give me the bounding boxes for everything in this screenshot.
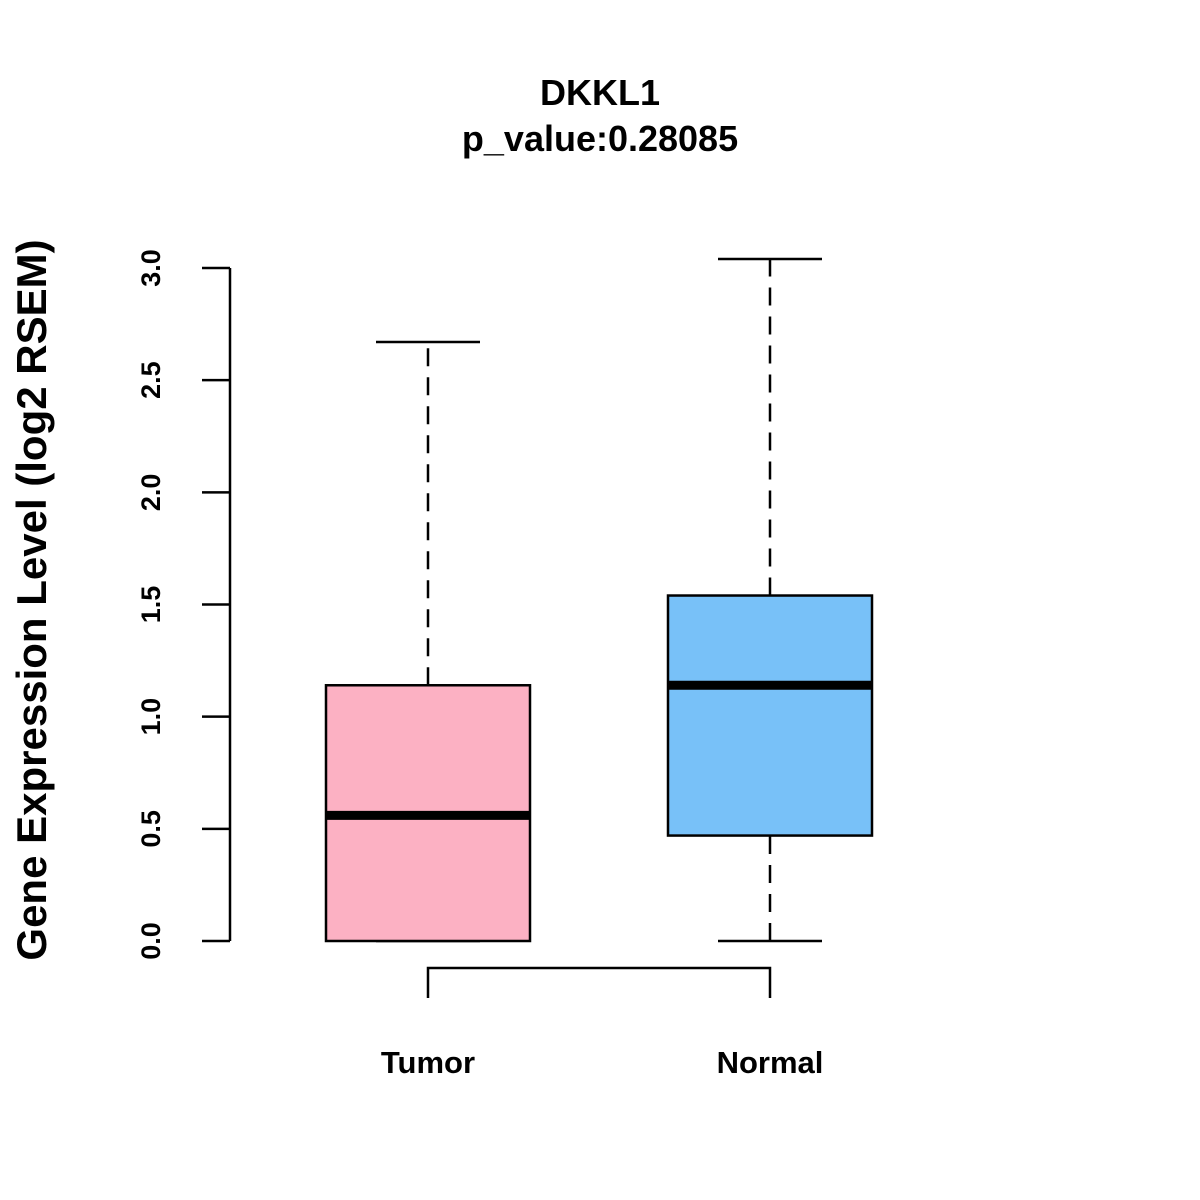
y-axis-label: Gene Expression Level (log2 RSEM) bbox=[8, 239, 55, 960]
x-axis-labels: Tumor Normal bbox=[381, 1045, 823, 1080]
y-tick-label: 2.5 bbox=[136, 361, 166, 399]
x-category-label: Tumor bbox=[381, 1045, 475, 1080]
y-axis: 0.0 0.5 1.0 1.5 2.0 2.5 3.0 bbox=[136, 249, 232, 960]
chart-title: DKKL1 bbox=[540, 72, 660, 113]
y-tick-label: 0.0 bbox=[136, 922, 166, 960]
comparison-bracket bbox=[426, 966, 772, 998]
y-tick-label: 0.5 bbox=[136, 810, 166, 848]
y-tick-label: 1.0 bbox=[136, 698, 166, 736]
boxes bbox=[324, 257, 874, 943]
box-tumor bbox=[324, 340, 532, 943]
y-tick-label: 1.5 bbox=[136, 586, 166, 624]
box-normal bbox=[666, 257, 874, 943]
y-tick-label: 2.0 bbox=[136, 474, 166, 512]
y-tick-label: 3.0 bbox=[136, 249, 166, 287]
bracket-line bbox=[426, 966, 772, 998]
chart-subtitle: p_value:0.28085 bbox=[462, 118, 738, 159]
box-iqr bbox=[666, 594, 874, 837]
x-category-label: Normal bbox=[717, 1045, 824, 1080]
